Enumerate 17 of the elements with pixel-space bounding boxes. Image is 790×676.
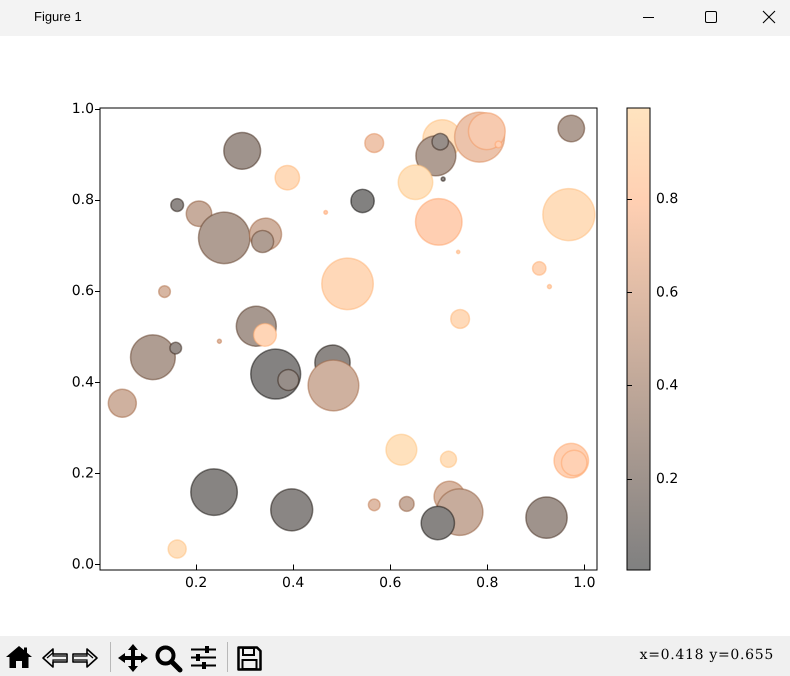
x-tick-label: 1.0 [573,575,596,591]
color-bar-label: 0.8 [656,191,678,207]
y-tick-label: 0.6 [72,283,94,300]
y-tick-label: 0.8 [72,192,94,208]
x-tick-label: 0.8 [476,575,498,591]
x-tick-label: 0.2 [184,575,208,591]
text: x=0.418 y=0.655 [640,647,774,663]
y-tick-label: 0.0 [72,556,94,573]
y-tick-label: 0.2 [72,465,94,482]
y-tick-label: 0.4 [72,374,94,390]
color-bar-label: 0.6 [656,284,678,300]
color-bar-label: 0.2 [656,471,678,487]
y-tick-label: 1.0 [72,100,94,117]
x-tick-label: 0.6 [379,575,402,591]
color-bar-label: 0.4 [656,378,678,394]
x-tick-label: 0.4 [282,575,304,591]
caption: Figure 1 [34,9,82,24]
